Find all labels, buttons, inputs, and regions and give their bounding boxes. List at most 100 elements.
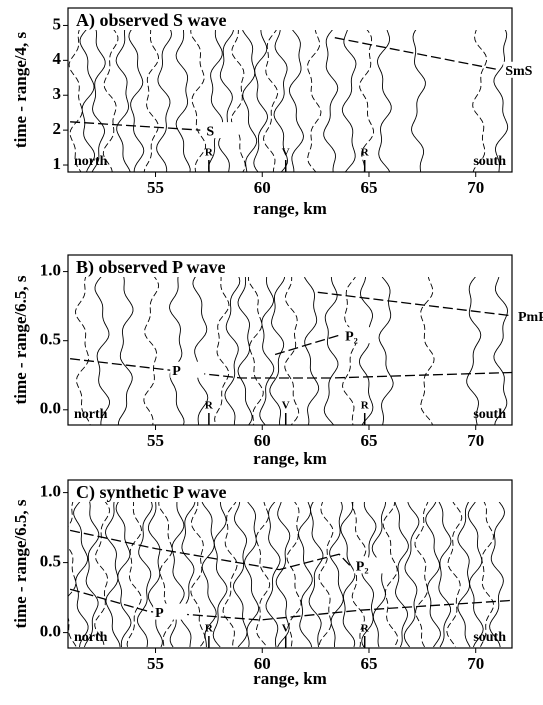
trace [340, 502, 356, 648]
trace [378, 277, 394, 425]
trace [472, 30, 488, 172]
x-axis-label: range, km [253, 199, 327, 218]
trace [371, 502, 387, 648]
phase-line [317, 291, 513, 317]
phase-line [274, 334, 340, 356]
trace [493, 277, 509, 425]
station-label: V [282, 623, 290, 635]
trace [255, 502, 271, 648]
trace [467, 502, 484, 648]
trace [128, 30, 145, 172]
trace [143, 277, 159, 425]
trace [147, 502, 163, 648]
phase-line [69, 529, 351, 571]
trace [231, 30, 246, 172]
station-label: R [361, 147, 370, 159]
trace [214, 277, 230, 425]
trace [94, 277, 110, 425]
phase-line [70, 358, 513, 379]
plot-frame [67, 479, 513, 649]
x-tick-label: 70 [467, 654, 484, 673]
annotation: north [74, 154, 108, 169]
trace [361, 502, 377, 648]
x-tick-label: 60 [254, 654, 271, 673]
y-tick-label: 1.0 [40, 260, 61, 279]
trace [115, 30, 131, 172]
x-tick-label: 65 [360, 178, 377, 197]
phase-label-bg [516, 307, 543, 324]
trace [466, 277, 482, 425]
trace [308, 502, 324, 648]
trace [224, 277, 241, 425]
trace [94, 502, 110, 648]
y-axis-label: time - range/4, s [11, 32, 30, 149]
trace [115, 502, 132, 648]
trace [358, 277, 374, 425]
trace [83, 502, 100, 648]
x-tick-label: 65 [360, 431, 377, 450]
panel-title: A) observed S wave [76, 10, 227, 31]
trace [318, 502, 334, 647]
trace [284, 277, 300, 425]
phase-label: S [206, 124, 214, 139]
trace [273, 30, 288, 172]
phase-label-bg [170, 361, 205, 378]
station-label: V [282, 147, 290, 159]
annotation: south [473, 407, 506, 422]
trace [105, 502, 121, 648]
trace [117, 277, 134, 425]
x-axis-label: range, km [253, 449, 327, 468]
trace [457, 502, 471, 648]
phase-label-bg [353, 557, 388, 574]
trace [304, 277, 320, 425]
trace [493, 30, 509, 172]
trace [68, 502, 77, 648]
trace [288, 30, 304, 172]
trace [232, 502, 248, 648]
y-axis-label: time - range/6.5, s [11, 275, 30, 404]
y-tick-label: 5 [53, 14, 62, 33]
trace [394, 502, 409, 648]
trace [323, 277, 339, 425]
trace [341, 30, 357, 172]
trace [253, 30, 268, 172]
trace [68, 30, 83, 172]
trace [222, 502, 238, 648]
y-tick-label: 4 [53, 49, 62, 68]
trace [126, 502, 142, 648]
trace [259, 277, 275, 425]
trace [79, 30, 95, 172]
y-tick-label: 1 [53, 154, 62, 173]
trace [156, 30, 172, 172]
trace [242, 30, 258, 172]
station-label: R [205, 147, 214, 159]
station-label: R [205, 400, 214, 412]
panel-title: C) synthetic P wave [76, 482, 226, 503]
trace [307, 30, 322, 172]
trace [169, 502, 185, 648]
trace [192, 277, 209, 425]
trace [91, 30, 106, 172]
trace [323, 30, 339, 172]
trace [73, 502, 89, 648]
panel-title: B) observed P wave [76, 257, 225, 278]
trace [489, 502, 505, 648]
x-tick-label: 60 [254, 178, 271, 197]
phase-label: PmP [518, 310, 543, 325]
trace [190, 30, 207, 172]
traces [68, 502, 505, 648]
trace [208, 30, 224, 172]
trace [376, 30, 392, 172]
phase-line [334, 37, 500, 71]
phase-line [69, 588, 513, 621]
annotation: north [74, 407, 108, 422]
trace [359, 30, 374, 172]
phase-label: P [172, 364, 181, 379]
y-tick-label: 1.0 [40, 482, 61, 501]
trace [298, 502, 313, 648]
x-tick-label: 55 [147, 654, 164, 673]
x-tick-label: 60 [254, 431, 271, 450]
phase-label: P₂ [345, 329, 358, 344]
trace [269, 277, 285, 425]
trace [438, 502, 452, 648]
